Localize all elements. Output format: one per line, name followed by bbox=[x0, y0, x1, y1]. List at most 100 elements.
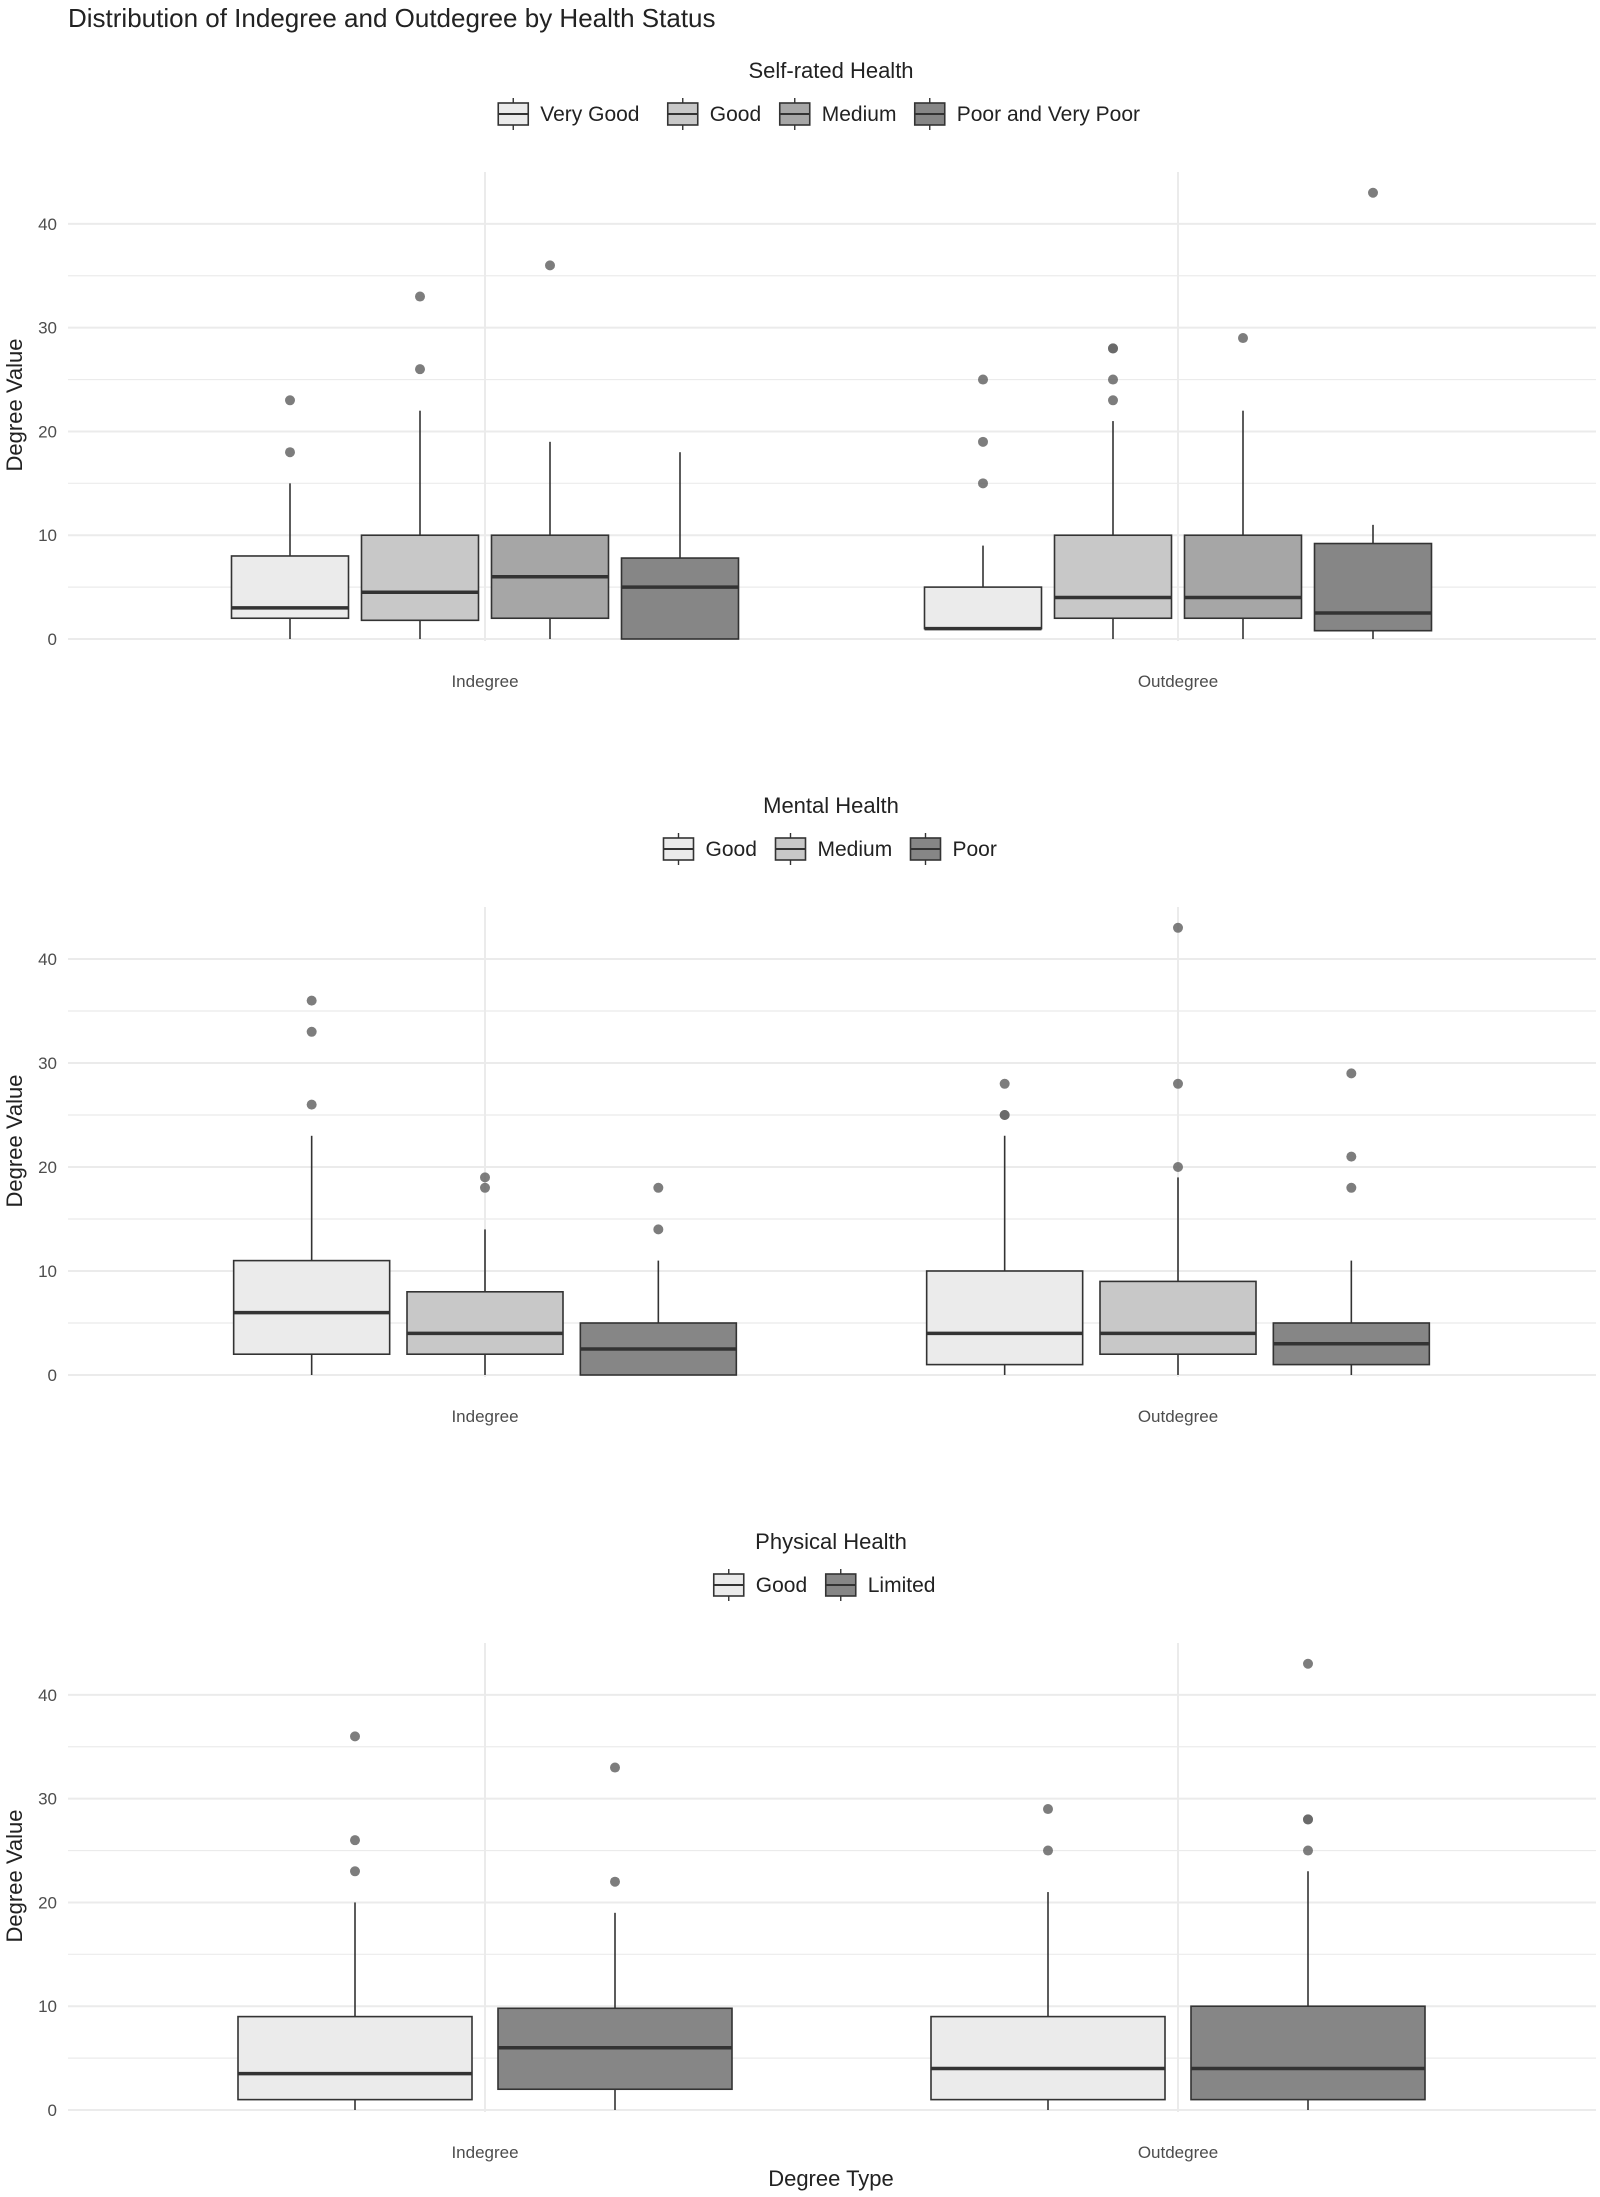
boxplot-outdegree-0 bbox=[930, 1804, 1166, 2110]
outlier-point bbox=[1173, 1162, 1183, 1172]
boxplot-indegree-2 bbox=[579, 1182, 738, 1376]
outlier-point bbox=[610, 1876, 620, 1887]
outlier-point bbox=[480, 1182, 490, 1193]
outlier-point bbox=[1043, 1845, 1053, 1856]
boxplot-outdegree-0 bbox=[923, 374, 1043, 631]
outlier-point bbox=[1303, 1658, 1313, 1669]
legend-key-3 bbox=[778, 98, 811, 130]
legend-label: Very Good bbox=[540, 103, 639, 126]
y-axis-label: Degree Value bbox=[2, 1075, 27, 1208]
legend-label: Good bbox=[706, 838, 757, 861]
boxplot-outdegree-2 bbox=[1272, 1068, 1431, 1375]
box bbox=[360, 534, 480, 622]
legend-title: Physical Health bbox=[755, 1529, 907, 1554]
y-tick-label: 20 bbox=[38, 1893, 57, 1912]
legend-key-1 bbox=[662, 833, 695, 865]
outlier-point bbox=[1108, 395, 1118, 406]
outlier-point bbox=[415, 364, 425, 375]
boxplot-outdegree-1 bbox=[1099, 922, 1257, 1375]
outlier-point bbox=[1303, 1845, 1313, 1856]
y-axis-label: Degree Value bbox=[2, 1810, 27, 1943]
y-tick-label: 0 bbox=[48, 2101, 57, 2120]
y-tick-label: 0 bbox=[48, 630, 57, 649]
boxplot-indegree-0 bbox=[237, 1731, 473, 2110]
outlier-point bbox=[350, 1866, 360, 1877]
outlier-point bbox=[653, 1182, 664, 1193]
outlier-point bbox=[999, 1110, 1010, 1120]
box bbox=[406, 1291, 564, 1356]
box bbox=[1053, 534, 1173, 620]
legend-key-2 bbox=[666, 98, 699, 130]
legend-key-1 bbox=[712, 1569, 745, 1601]
x-tick-label: Indegree bbox=[451, 2143, 518, 2162]
y-tick-label: 10 bbox=[38, 1262, 57, 1281]
box bbox=[925, 1270, 1084, 1366]
box bbox=[1099, 1280, 1257, 1356]
chart-panel-2: 0 10 20 30 40 Degree Value Indegree Outdegree Me… bbox=[2, 793, 1596, 1426]
outlier-point bbox=[978, 374, 988, 385]
outlier-point bbox=[350, 1835, 360, 1846]
box bbox=[232, 1259, 391, 1355]
legend-key-3 bbox=[909, 833, 942, 865]
legend: Good Medium Poor bbox=[662, 833, 997, 865]
boxplot-indegree-0 bbox=[230, 395, 350, 639]
outlier-point bbox=[285, 395, 295, 406]
y-tick-label: 30 bbox=[38, 1790, 57, 1809]
legend: Very Good Good Medium Poor and Very Poor bbox=[497, 98, 1140, 130]
legend-title: Mental Health bbox=[763, 793, 899, 818]
boxplot-indegree-1 bbox=[360, 291, 480, 639]
box bbox=[1183, 534, 1303, 620]
legend-label: Good bbox=[710, 103, 761, 126]
x-tick-label: Outdegree bbox=[1138, 2143, 1218, 2162]
outlier-point bbox=[1346, 1182, 1357, 1193]
legend-label: Poor bbox=[953, 838, 997, 861]
y-tick-label: 30 bbox=[38, 1054, 57, 1073]
x-axis-title: Degree Type bbox=[768, 2166, 894, 2191]
box bbox=[930, 2015, 1166, 2101]
y-tick-label: 20 bbox=[38, 1158, 57, 1177]
outlier-point bbox=[1043, 1804, 1053, 1815]
legend-label: Limited bbox=[868, 1574, 936, 1597]
outlier-point bbox=[1346, 1151, 1357, 1162]
outlier-point bbox=[1173, 1078, 1183, 1089]
y-tick-label: 40 bbox=[38, 1686, 57, 1705]
legend-key-4 bbox=[913, 98, 946, 130]
outlier-point bbox=[610, 1762, 620, 1773]
outlier-point bbox=[306, 1026, 317, 1037]
legend-label: Medium bbox=[822, 103, 897, 126]
boxplot-outdegree-3 bbox=[1313, 187, 1433, 639]
boxplot-outdegree-1 bbox=[1053, 343, 1173, 639]
boxplot-indegree-1 bbox=[497, 1762, 733, 2110]
legend-label: Good bbox=[756, 1574, 807, 1597]
boxplot-outdegree-0 bbox=[925, 1078, 1084, 1375]
outlier-point bbox=[999, 1078, 1010, 1089]
x-tick-label: Outdegree bbox=[1138, 1407, 1218, 1426]
legend-key-1 bbox=[497, 98, 530, 130]
outlier-point bbox=[480, 1172, 490, 1183]
y-tick-label: 10 bbox=[38, 1997, 57, 2016]
x-tick-label: Indegree bbox=[451, 672, 518, 691]
legend-title: Self-rated Health bbox=[748, 58, 913, 83]
y-tick-label: 30 bbox=[38, 319, 57, 338]
legend: Good Limited bbox=[712, 1569, 936, 1601]
boxplot-indegree-1 bbox=[406, 1172, 564, 1375]
box bbox=[1313, 542, 1433, 632]
outlier-point bbox=[306, 1099, 317, 1110]
outlier-point bbox=[350, 1731, 360, 1742]
outlier-point bbox=[306, 995, 317, 1006]
outlier-point bbox=[978, 436, 988, 447]
outlier-point bbox=[1108, 374, 1118, 385]
outlier-point bbox=[1108, 343, 1118, 354]
outlier-point bbox=[1346, 1068, 1357, 1079]
outlier-point bbox=[545, 260, 555, 271]
box bbox=[237, 2015, 473, 2101]
y-axis-label: Degree Value bbox=[2, 339, 27, 472]
outlier-point bbox=[285, 447, 295, 458]
boxplot-outdegree-1 bbox=[1190, 1658, 1426, 2110]
legend-label: Poor and Very Poor bbox=[957, 103, 1140, 126]
boxplot-outdegree-2 bbox=[1183, 333, 1303, 639]
x-tick-label: Outdegree bbox=[1138, 672, 1218, 691]
y-tick-label: 20 bbox=[38, 422, 57, 441]
x-tick-label: Indegree bbox=[451, 1407, 518, 1426]
outlier-point bbox=[1303, 1814, 1313, 1825]
